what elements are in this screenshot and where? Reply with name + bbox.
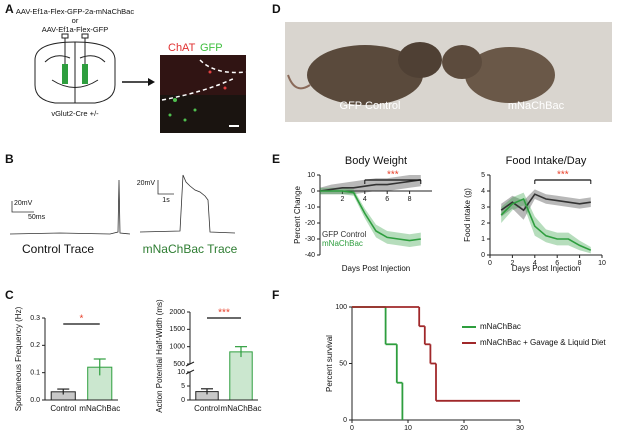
y-tick-label: -20 — [305, 220, 315, 227]
y-tick-label: 2000 — [169, 309, 185, 316]
y-tick-label: 5 — [181, 383, 185, 390]
panel-label: F — [272, 288, 279, 302]
chart-title: Body Weight — [345, 155, 407, 167]
y-tick-label: 0 — [481, 252, 485, 259]
x-tick-label: Control — [50, 404, 76, 413]
panel-label: A — [5, 2, 14, 16]
y-tick-label: 500 — [173, 361, 185, 368]
y-tick-label: 0.0 — [30, 397, 40, 404]
y-tick-label: 5 — [481, 172, 485, 179]
brain-schematic — [34, 33, 116, 104]
x-tick-label: mNaChBac — [79, 404, 120, 413]
construct-text: AAV-Ef1a-Flex-GFP — [42, 25, 109, 34]
error-band — [320, 187, 421, 247]
y-tick-label: 4 — [481, 188, 485, 195]
scale-label: 50ms — [28, 214, 46, 221]
stain-label: ChAT — [168, 42, 196, 54]
panel-label: C — [5, 288, 14, 302]
x-tick-label: mNaChBac — [221, 404, 262, 413]
x-tick-label: 10 — [598, 260, 606, 267]
x-tick-label: 6 — [555, 260, 559, 267]
significance-label: * — [80, 314, 84, 325]
mnachbac-trace — [139, 174, 236, 234]
photo-label: GFP Control — [340, 100, 401, 112]
y-tick-label: 1 — [481, 236, 485, 243]
y-tick-label: 10 — [307, 172, 315, 179]
scale-label: 20mV — [137, 180, 156, 187]
construct-text: AAV-Ef1a-Flex-GFP-2a-mNaChBac — [16, 7, 134, 16]
axis-break — [185, 361, 195, 375]
x-axis-label: Days Post Injection — [342, 264, 410, 273]
trace-label: Control Trace — [22, 242, 94, 256]
x-tick-label: 8 — [578, 260, 582, 267]
photo-label: mNaChBac — [508, 100, 565, 112]
control-trace — [9, 179, 131, 235]
y-tick-label: 100 — [335, 304, 347, 311]
legend-entry: mNaChBac — [322, 239, 363, 248]
x-tick-label: 30 — [516, 425, 524, 432]
x-tick-label: 0 — [350, 425, 354, 432]
significance-label: *** — [387, 170, 399, 181]
x-tick-label: 4 — [533, 260, 537, 267]
y-tick-label: 3 — [481, 204, 485, 211]
series-line — [500, 197, 592, 251]
series-line — [320, 190, 421, 242]
series-line — [319, 179, 421, 192]
arrow — [122, 78, 155, 86]
error-band — [501, 189, 591, 220]
scale-label: 1s — [162, 197, 170, 204]
mouse-photo — [285, 22, 612, 122]
chart-title: Food Intake/Day — [506, 155, 587, 167]
y-tick-label: 0 — [181, 397, 185, 404]
y-tick-label: 50 — [339, 360, 347, 367]
x-axis-label: Days Post Injection — [512, 264, 580, 273]
y-axis-label: Food intake (g) — [463, 188, 472, 242]
stain-label: GFP — [200, 42, 223, 54]
trace-label: mNaChBac Trace — [143, 242, 238, 256]
legend-entry: mNaChBac + Gavage & Liquid Diet — [480, 338, 606, 347]
y-axis-label: Spontaneous Frequency (Hz) — [14, 306, 23, 411]
y-axis-label: Percent survival — [325, 335, 334, 392]
y-tick-label: 0.1 — [30, 370, 40, 377]
x-tick-label: Control — [194, 404, 220, 413]
x-tick-label: 4 — [363, 196, 367, 203]
panel-label: D — [272, 2, 281, 16]
x-tick-label: 2 — [340, 196, 344, 203]
y-tick-label: -40 — [305, 252, 315, 259]
panel-label: B — [5, 152, 14, 166]
significance-label: *** — [557, 170, 569, 181]
y-tick-label: 0.2 — [30, 342, 40, 349]
y-tick-label: 10 — [177, 369, 185, 376]
histology-image — [160, 55, 247, 133]
x-tick-label: 10 — [404, 425, 412, 432]
legend-entry: GFP Control — [322, 230, 367, 239]
panel-label: E — [272, 152, 280, 166]
x-tick-label: 20 — [460, 425, 468, 432]
significance-label: *** — [218, 308, 230, 319]
y-axis-label: Action Potential Half-Width (ms) — [155, 299, 164, 413]
series-line — [500, 193, 591, 212]
or-text: or — [72, 16, 79, 25]
y-tick-label: -30 — [305, 236, 315, 243]
bar — [229, 351, 253, 401]
genotype-text: vGlut2-Cre +/- — [51, 109, 99, 118]
y-tick-label: 1000 — [169, 344, 185, 351]
scale-label: 20mV — [14, 200, 33, 207]
x-tick-label: 8 — [408, 196, 412, 203]
x-tick-label: 2 — [510, 260, 514, 267]
x-tick-label: 6 — [385, 196, 389, 203]
y-tick-label: 2 — [481, 220, 485, 227]
y-tick-label: 0 — [311, 188, 315, 195]
y-tick-label: 0.3 — [30, 315, 40, 322]
y-tick-label: -10 — [305, 204, 315, 211]
x-tick-label: 0 — [488, 260, 492, 267]
y-axis-label: Percent Change — [293, 186, 302, 244]
y-tick-label: 1500 — [169, 326, 185, 333]
legend-entry: mNaChBac — [480, 322, 521, 331]
y-tick-label: 0 — [343, 417, 347, 424]
